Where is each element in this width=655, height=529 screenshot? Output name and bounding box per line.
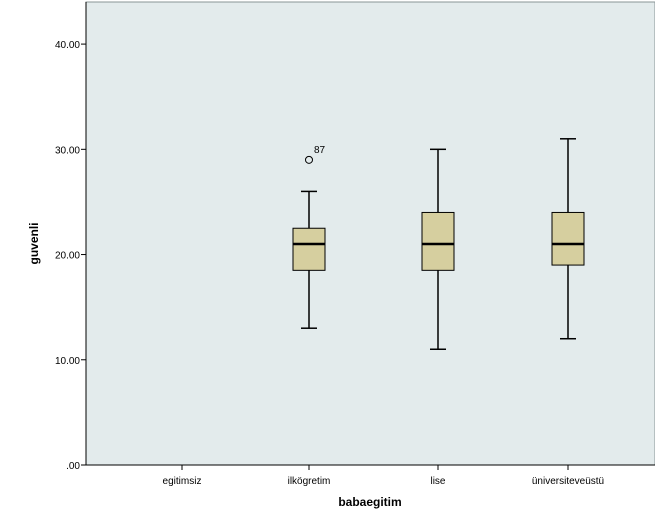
x-tick-label: ilkögretim [288,476,331,487]
x-tick-label: üniversiteveüstü [532,476,604,487]
y-tick-label: .00 [66,461,80,472]
y-axis-title: guvenli [27,222,41,264]
x-tick-label: lise [430,476,445,487]
y-tick-label: 40.00 [55,40,80,51]
outlier-label: 87 [314,145,326,156]
box [421,211,455,271]
box [551,211,585,266]
y-tick-label: 20.00 [55,251,80,262]
box-group: 87 [292,138,585,350]
outlier-point [305,155,313,164]
x-tick-label: egitimsiz [163,476,202,487]
x-axis: egitimsiz ilkögretim lise üniversiteveüstü [86,464,655,487]
x-axis-title: babaegitim [338,495,401,509]
boxplot-3 [421,148,455,350]
y-axis: .00 10.00 20.00 30.00 40.00 [55,2,87,472]
y-tick-label: 10.00 [55,356,80,367]
boxplot-4 [551,138,585,340]
boxplot-2: 87 [292,145,326,329]
y-tick-label: 30.00 [55,145,80,156]
box [292,227,326,271]
